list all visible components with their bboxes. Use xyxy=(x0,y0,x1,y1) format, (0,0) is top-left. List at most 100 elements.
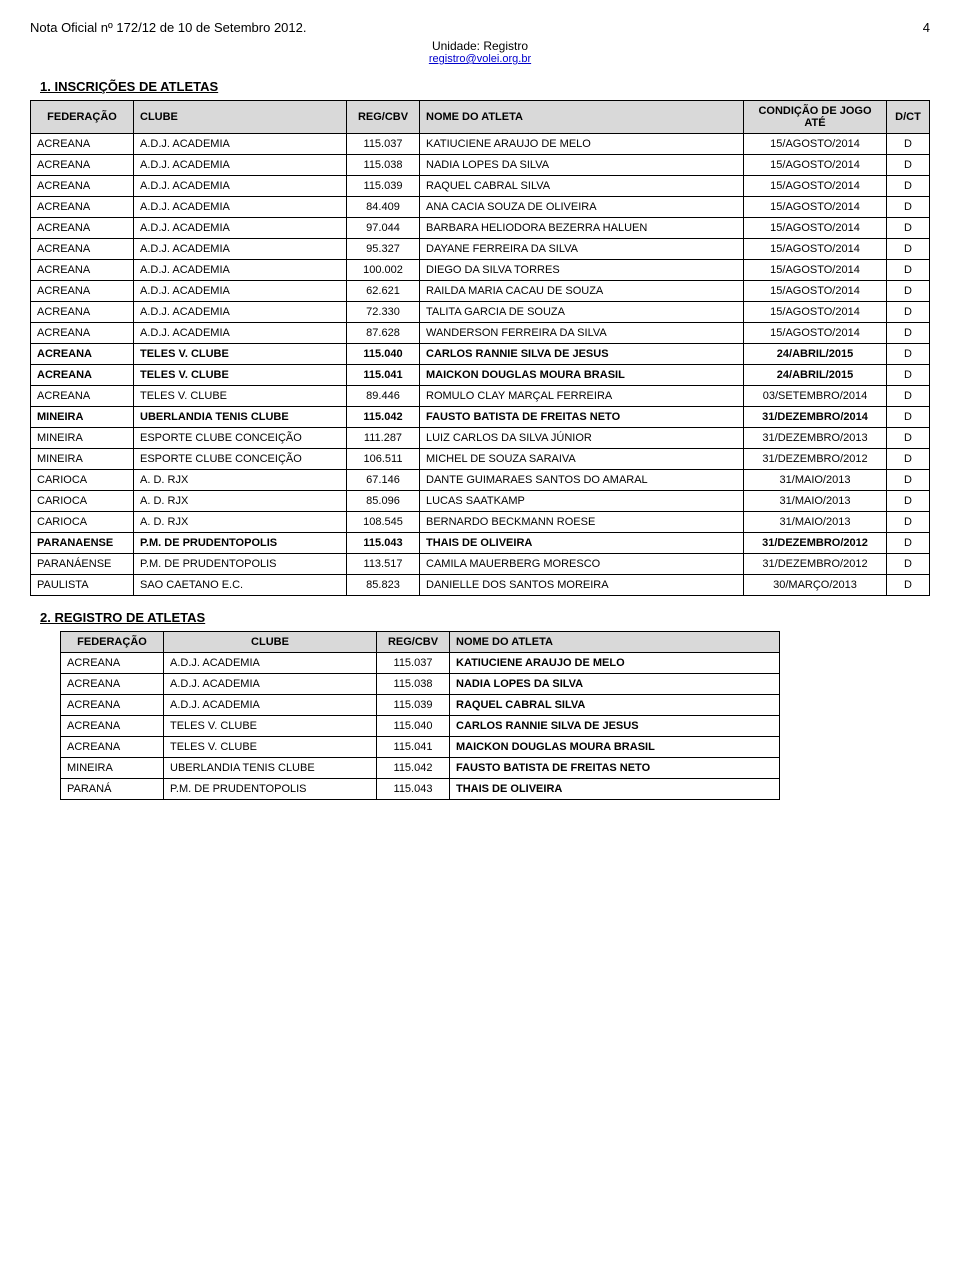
cell: ACREANA xyxy=(31,386,134,407)
cell: A.D.J. ACADEMIA xyxy=(134,176,347,197)
cell: ACREANA xyxy=(31,176,134,197)
cell: 03/SETEMBRO/2014 xyxy=(744,386,887,407)
cell: D xyxy=(887,449,930,470)
table-row: ACREANAA.D.J. ACADEMIA115.037KATIUCIENE … xyxy=(61,653,780,674)
cell: NADIA LOPES DA SILVA xyxy=(420,155,744,176)
cell: P.M. DE PRUDENTOPOLIS xyxy=(134,554,347,575)
cell: D xyxy=(887,491,930,512)
cell: D xyxy=(887,134,930,155)
cell: 15/AGOSTO/2014 xyxy=(744,197,887,218)
cell: D xyxy=(887,533,930,554)
cell: DANTE GUIMARAES SANTOS DO AMARAL xyxy=(420,470,744,491)
cell: 31/MAIO/2013 xyxy=(744,512,887,533)
table-row: ACREANAA.D.J. ACADEMIA115.039RAQUEL CABR… xyxy=(31,176,930,197)
cell: D xyxy=(887,575,930,596)
doc-header: Nota Oficial nº 172/12 de 10 de Setembro… xyxy=(30,20,930,35)
cell: 115.037 xyxy=(377,653,450,674)
cell: ACREANA xyxy=(31,155,134,176)
col-header: REG/CBV xyxy=(377,632,450,653)
col-header: FEDERAÇÃO xyxy=(31,101,134,134)
table-row: ACREANAA.D.J. ACADEMIA84.409ANA CACIA SO… xyxy=(31,197,930,218)
cell: NADIA LOPES DA SILVA xyxy=(450,674,780,695)
cell: D xyxy=(887,302,930,323)
col-header: REG/CBV xyxy=(347,101,420,134)
cell: P.M. DE PRUDENTOPOLIS xyxy=(134,533,347,554)
cell: 115.039 xyxy=(347,176,420,197)
cell: 115.041 xyxy=(377,737,450,758)
cell: 97.044 xyxy=(347,218,420,239)
cell: 113.517 xyxy=(347,554,420,575)
cell: D xyxy=(887,554,930,575)
cell: BARBARA HELIODORA BEZERRA HALUEN xyxy=(420,218,744,239)
cell: A.D.J. ACADEMIA xyxy=(134,281,347,302)
cell: ROMULO CLAY MARÇAL FERREIRA xyxy=(420,386,744,407)
cell: CAMILA MAUERBERG MORESCO xyxy=(420,554,744,575)
cell: A.D.J. ACADEMIA xyxy=(134,302,347,323)
cell: 15/AGOSTO/2014 xyxy=(744,260,887,281)
cell: D xyxy=(887,365,930,386)
cell: 15/AGOSTO/2014 xyxy=(744,323,887,344)
table-row: ACREANATELES V. CLUBE115.040CARLOS RANNI… xyxy=(61,716,780,737)
cell: RAILDA MARIA CACAU DE SOUZA xyxy=(420,281,744,302)
cell: SAO CAETANO E.C. xyxy=(134,575,347,596)
cell: RAQUEL CABRAL SILVA xyxy=(420,176,744,197)
cell: ACREANA xyxy=(61,674,164,695)
cell: MAICKON DOUGLAS MOURA BRASIL xyxy=(450,737,780,758)
cell: 115.038 xyxy=(347,155,420,176)
cell: ANA CACIA SOUZA DE OLIVEIRA xyxy=(420,197,744,218)
cell: A. D. RJX xyxy=(134,470,347,491)
cell: 85.096 xyxy=(347,491,420,512)
cell: 30/MARÇO/2013 xyxy=(744,575,887,596)
cell: 31/DEZEMBRO/2012 xyxy=(744,554,887,575)
cell: D xyxy=(887,344,930,365)
cell: D xyxy=(887,512,930,533)
cell: A.D.J. ACADEMIA xyxy=(164,674,377,695)
table-row: PARANÁP.M. DE PRUDENTOPOLIS115.043THAIS … xyxy=(61,779,780,800)
cell: ACREANA xyxy=(31,197,134,218)
cell: TELES V. CLUBE xyxy=(164,716,377,737)
table-row: ACREANATELES V. CLUBE115.040CARLOS RANNI… xyxy=(31,344,930,365)
cell: MICHEL DE SOUZA SARAIVA xyxy=(420,449,744,470)
table-row: PARANÁENSEP.M. DE PRUDENTOPOLIS113.517CA… xyxy=(31,554,930,575)
cell: 115.038 xyxy=(377,674,450,695)
cell: A.D.J. ACADEMIA xyxy=(164,653,377,674)
cell: UBERLANDIA TENIS CLUBE xyxy=(134,407,347,428)
cell: MINEIRA xyxy=(31,449,134,470)
cell: LUCAS SAATKAMP xyxy=(420,491,744,512)
table-row: ACREANATELES V. CLUBE115.041MAICKON DOUG… xyxy=(31,365,930,386)
cell: D xyxy=(887,155,930,176)
cell: ACREANA xyxy=(31,344,134,365)
cell: 115.037 xyxy=(347,134,420,155)
cell: 106.511 xyxy=(347,449,420,470)
col-header: CLUBE xyxy=(134,101,347,134)
cell: A.D.J. ACADEMIA xyxy=(134,197,347,218)
cell: DAYANE FERREIRA DA SILVA xyxy=(420,239,744,260)
cell: ACREANA xyxy=(31,218,134,239)
cell: 72.330 xyxy=(347,302,420,323)
cell: MINEIRA xyxy=(31,407,134,428)
cell: ACREANA xyxy=(31,134,134,155)
cell: ACREANA xyxy=(61,737,164,758)
cell: 111.287 xyxy=(347,428,420,449)
cell: 31/DEZEMBRO/2013 xyxy=(744,428,887,449)
cell: 115.042 xyxy=(377,758,450,779)
cell: PARANAENSE xyxy=(31,533,134,554)
cell: A.D.J. ACADEMIA xyxy=(134,134,347,155)
cell: D xyxy=(887,428,930,449)
cell: TELES V. CLUBE xyxy=(134,365,347,386)
cell: MAICKON DOUGLAS MOURA BRASIL xyxy=(420,365,744,386)
table-row: ACREANAA.D.J. ACADEMIA87.628WANDERSON FE… xyxy=(31,323,930,344)
table-row: ACREANAA.D.J. ACADEMIA100.002DIEGO DA SI… xyxy=(31,260,930,281)
cell: 31/DEZEMBRO/2014 xyxy=(744,407,887,428)
cell: D xyxy=(887,260,930,281)
cell: A.D.J. ACADEMIA xyxy=(134,155,347,176)
email-link[interactable]: registro@volei.org.br xyxy=(30,53,930,65)
cell: 115.040 xyxy=(377,716,450,737)
cell: 89.446 xyxy=(347,386,420,407)
section1-title: 1. INSCRIÇÕES DE ATLETAS xyxy=(40,79,930,94)
cell: TELES V. CLUBE xyxy=(134,344,347,365)
cell: FAUSTO BATISTA DE FREITAS NETO xyxy=(450,758,780,779)
cell: KATIUCIENE ARAUJO DE MELO xyxy=(450,653,780,674)
registro-table: FEDERAÇÃOCLUBEREG/CBVNOME DO ATLETA ACRE… xyxy=(60,631,780,800)
cell: ACREANA xyxy=(31,260,134,281)
